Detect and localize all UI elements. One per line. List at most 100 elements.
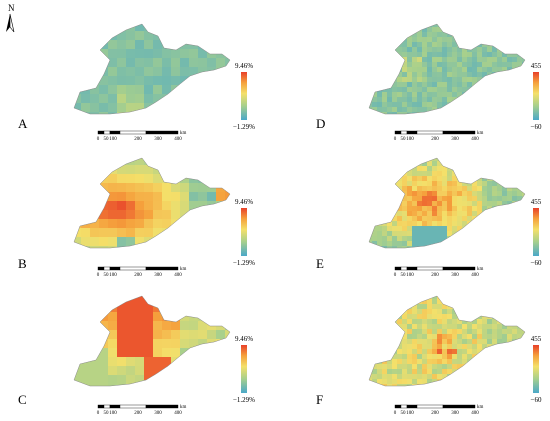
region-cell <box>467 27 473 33</box>
region-cell <box>422 324 428 330</box>
region-cell <box>502 42 508 48</box>
region-cell <box>412 27 418 33</box>
region-cell <box>372 82 378 88</box>
region-cell <box>497 107 503 113</box>
region-cell <box>457 364 463 370</box>
region-cell <box>492 379 498 385</box>
region-cell <box>392 384 398 386</box>
region-cell <box>377 27 383 33</box>
region-cell <box>171 103 181 113</box>
region-cell <box>198 94 208 104</box>
region-cell <box>432 191 438 197</box>
region-cell <box>447 299 453 305</box>
region-cell <box>369 216 373 222</box>
scale-unit-label: km <box>180 131 187 136</box>
region-cell <box>81 183 91 193</box>
region-cell <box>153 40 163 50</box>
region-cell <box>477 77 483 83</box>
region-cell <box>81 228 91 238</box>
region-cell <box>507 72 513 78</box>
region-cell <box>382 181 388 187</box>
region-cell <box>402 161 408 167</box>
scale-tick-label: 200 <box>134 137 142 142</box>
region-cell <box>198 348 208 358</box>
region-cell <box>225 384 230 386</box>
region-cell <box>452 221 458 227</box>
region-cell <box>417 349 423 355</box>
region-cell <box>117 58 127 68</box>
region-cell <box>90 357 100 367</box>
region-cell <box>492 216 498 222</box>
region-cell <box>369 241 373 247</box>
region-cell <box>517 166 523 172</box>
region-cell <box>153 330 163 340</box>
region-cell <box>135 348 145 358</box>
region-cell <box>198 237 208 247</box>
region-cell <box>487 324 493 330</box>
region-cell <box>135 49 145 59</box>
region-cell <box>417 158 423 162</box>
region-cell <box>81 375 91 385</box>
region-cell <box>407 296 413 300</box>
region-cell <box>482 354 488 360</box>
region-cell <box>162 40 172 50</box>
region-cell <box>427 304 433 310</box>
region-cell <box>225 339 230 349</box>
region-cell <box>117 85 127 95</box>
region-cell <box>417 344 423 350</box>
region-cell <box>407 374 413 380</box>
region-cell <box>457 296 463 300</box>
region-cell <box>99 201 109 211</box>
region-cell <box>522 299 525 305</box>
region-cell <box>198 312 208 322</box>
region-cell <box>492 196 498 202</box>
region-cell <box>397 206 403 212</box>
region-cell <box>477 62 483 68</box>
region-cell <box>432 97 438 103</box>
region-cell <box>402 72 408 78</box>
region-cell <box>437 107 443 113</box>
region-cell <box>427 309 433 315</box>
region-cell <box>442 42 448 48</box>
region-cell <box>492 339 498 345</box>
region-cell <box>412 97 418 103</box>
region-cell <box>442 384 448 386</box>
region-cell <box>397 359 403 365</box>
region-cell <box>402 241 408 247</box>
region-cell <box>369 339 373 345</box>
region-cell <box>432 102 438 108</box>
region-cell <box>492 158 498 162</box>
region-cell <box>135 31 145 41</box>
region-cell <box>497 221 503 227</box>
region-cell <box>382 211 388 217</box>
region-cell <box>392 166 398 172</box>
region-cell <box>497 171 503 177</box>
region-cell <box>487 87 493 93</box>
region-cell <box>207 210 217 220</box>
region-cell <box>81 165 91 175</box>
region-cell <box>427 236 433 242</box>
region-cell <box>487 359 493 365</box>
region-cell <box>462 359 468 365</box>
region-cell <box>162 228 172 238</box>
region-cell <box>472 201 478 207</box>
region-cell <box>392 191 398 197</box>
region-cell <box>432 176 438 182</box>
region-cell <box>382 231 388 237</box>
region-cell <box>507 47 513 53</box>
region-cell <box>517 57 523 63</box>
region-cell <box>522 47 525 53</box>
region-cell <box>180 192 190 202</box>
region-cell <box>377 369 383 375</box>
region-cell <box>502 92 508 98</box>
region-cell <box>482 226 488 232</box>
region-cell <box>502 112 508 114</box>
region-cell <box>402 324 408 330</box>
region-cell <box>189 85 199 95</box>
region-cell <box>477 226 483 232</box>
region-cell <box>162 103 172 113</box>
region-cell <box>392 158 398 162</box>
region-cell <box>392 309 398 315</box>
